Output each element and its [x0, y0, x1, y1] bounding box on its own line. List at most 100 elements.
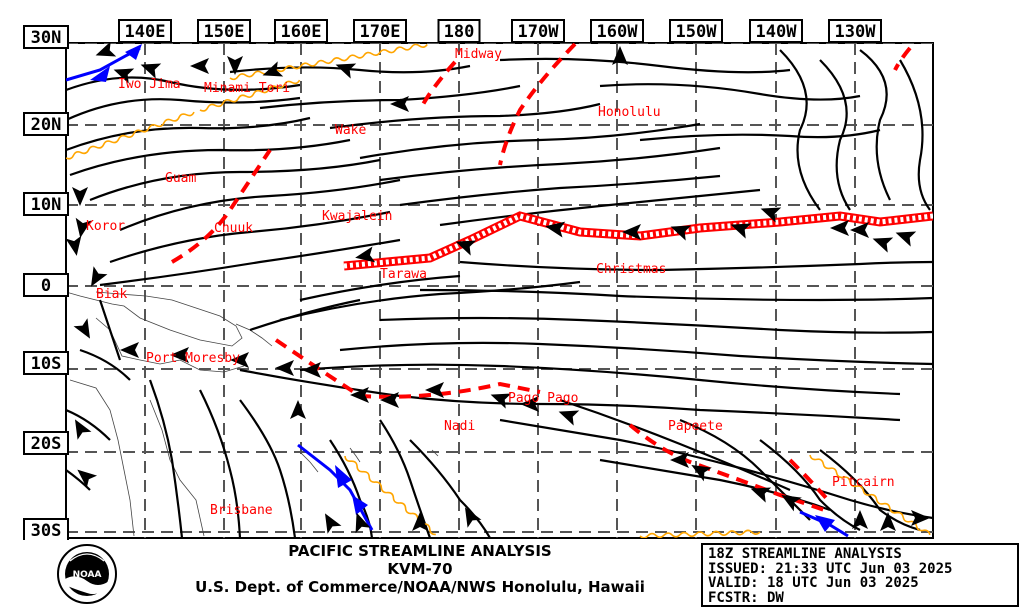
front-barb [335, 465, 352, 488]
streamline [599, 83, 861, 101]
streamline-arrowhead [302, 362, 321, 378]
arrowhead-shape [781, 495, 802, 512]
streamline-arrowhead [75, 217, 92, 238]
issued-time: ISSUED: 21:33 UTC Jun 03 2025 [708, 560, 953, 577]
front-line [66, 46, 141, 82]
streamline-arrowhead [852, 510, 868, 529]
streamline [819, 449, 921, 532]
streamline-arrowhead [911, 510, 930, 526]
streamline-arrows [66, 43, 930, 534]
arrowhead-shape [750, 487, 772, 503]
coastline [66, 291, 243, 347]
arrowhead-shape [227, 56, 243, 75]
place-label: Port Moresby [146, 351, 240, 366]
streamline-arrowhead [170, 347, 189, 363]
streamlines [66, 49, 933, 538]
shear-line [639, 529, 761, 538]
arrowhead-shape [325, 513, 342, 534]
arrowhead-shape [302, 362, 321, 378]
streamline [399, 174, 721, 207]
streamline-arrowhead [66, 235, 82, 256]
shear-line [66, 111, 195, 160]
noaa-logo: NOAA [57, 544, 117, 604]
arrowhead-shape [911, 510, 930, 526]
streamline-arrowhead [355, 246, 376, 263]
streamline [79, 348, 131, 381]
streamline-arrowhead [275, 360, 294, 376]
arrowhead-shape [290, 400, 306, 419]
longitude-label-box [511, 19, 565, 43]
streamline [229, 64, 471, 74]
front-barb [352, 495, 368, 515]
longitude-labels: 140E 150E 160E 170E 180 170W 160W 150W 140W 130W [118, 19, 882, 43]
place-label: Honolulu [598, 105, 661, 120]
streamline-arrowhead [455, 240, 477, 256]
arrowhead-shape [355, 512, 371, 534]
arrowhead-shape [872, 237, 894, 253]
longitude-label-box [669, 19, 723, 43]
arrowhead-shape [77, 469, 98, 488]
streamline-arrowhead [545, 221, 566, 238]
place-labels: Iwo Jima Minami Tori Midway Wake Honolulu Gua… [86, 47, 895, 518]
longitude-label-box [353, 19, 407, 43]
place-label: Brisbane [210, 503, 273, 518]
streamline [819, 59, 851, 211]
streamline-arrowhead [227, 56, 243, 75]
streamline [89, 158, 381, 202]
streamline [299, 274, 461, 302]
streamline-arrowhead [490, 393, 512, 409]
longitude-label: 140E [125, 22, 166, 42]
place-label: Wake [335, 123, 366, 138]
arrowhead-shape [120, 342, 139, 358]
streamline-arrowhead [335, 63, 357, 79]
arrowhead-shape [262, 61, 284, 77]
streamline [859, 49, 891, 201]
streamline [639, 128, 881, 142]
arrowhead-shape [390, 96, 409, 112]
longitude-label-box [749, 19, 803, 43]
longitude-label-box [118, 19, 172, 43]
longitude-label: 170W [518, 22, 560, 42]
latitude-label-box [23, 431, 69, 455]
valid-time: VALID: 18 UTC Jun 03 2025 [708, 575, 919, 591]
streamline [379, 316, 933, 334]
streamline-arrowhead [190, 58, 209, 74]
latitude-label: 30S [31, 521, 62, 540]
latitude-label: 0 [41, 276, 51, 296]
station-id: KVM-70 [387, 560, 453, 578]
streamline [279, 280, 581, 322]
streamline-arrowhead [290, 400, 306, 419]
streamline [66, 408, 111, 441]
place-label: Christmas [596, 262, 666, 277]
analysis-time: 18Z STREAMLINE ANALYSIS [708, 546, 902, 562]
coastline [299, 451, 319, 473]
arrowhead-shape [425, 382, 444, 398]
streamline [98, 299, 122, 361]
longitude-label-box [590, 19, 644, 43]
coastline [235, 323, 273, 347]
streamline [559, 398, 791, 492]
streamline [66, 116, 311, 152]
place-label: Midway [455, 47, 502, 62]
arrowhead-shape [95, 43, 117, 57]
longitude-label: 140W [756, 22, 798, 42]
arrowhead-shape [75, 419, 92, 440]
streamline [239, 399, 297, 538]
longitude-label-box [828, 19, 882, 43]
agency-line: U.S. Dept. of Commerce/NOAA/NWS Honolulu… [195, 578, 645, 596]
streamline [379, 146, 721, 182]
streamline [679, 418, 811, 521]
arrowhead-shape [72, 187, 88, 206]
itcz-band [343, 213, 933, 269]
streamline-arrowhead [880, 512, 896, 531]
streamline [439, 188, 761, 227]
arrowhead-shape [558, 410, 580, 426]
streamline-arrowhead [830, 220, 849, 236]
trough-line [498, 43, 577, 166]
arrowhead-shape [355, 246, 376, 263]
streamline [119, 178, 401, 232]
arrowhead-shape [113, 68, 135, 84]
streamline [66, 96, 301, 121]
streamline [499, 57, 791, 74]
arrowhead-shape [490, 393, 512, 409]
